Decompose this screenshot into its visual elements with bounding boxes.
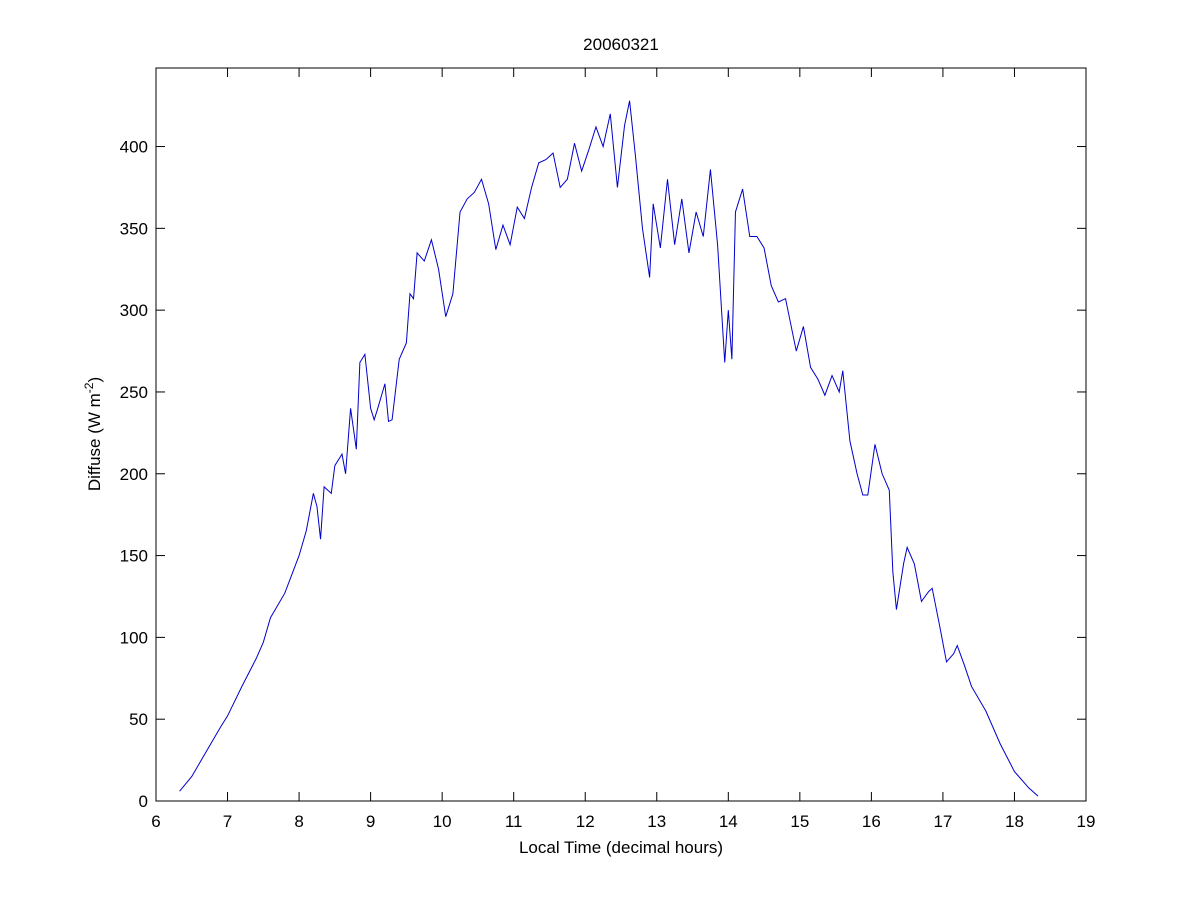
x-tick-label: 7 — [223, 812, 232, 831]
y-tick-label: 350 — [120, 219, 148, 238]
chart-title: 20060321 — [583, 35, 659, 54]
y-label-tail: ) — [85, 377, 104, 383]
x-tick-label: 6 — [151, 812, 160, 831]
y-label-main: Diffuse (W m — [85, 393, 104, 491]
y-tick-label: 50 — [129, 710, 148, 729]
y-tick-label: 100 — [120, 628, 148, 647]
x-tick-label: 9 — [366, 812, 375, 831]
y-tick-label: 0 — [139, 792, 148, 811]
axes-box — [155, 67, 1087, 802]
x-tick-label: 10 — [433, 812, 452, 831]
x-tick-label: 13 — [647, 812, 666, 831]
x-tick-label: 11 — [505, 812, 523, 831]
x-tick-label: 8 — [294, 812, 303, 831]
x-tick-label: 15 — [790, 812, 809, 831]
y-tick-label: 300 — [120, 301, 148, 320]
x-tick-label: 12 — [576, 812, 595, 831]
x-tick-label: 18 — [1005, 812, 1024, 831]
y-label-sup: -2 — [82, 382, 96, 393]
data-line — [179, 100, 1039, 797]
y-axis-label: Diffuse (W m-2) — [82, 377, 104, 491]
y-tick-label: 150 — [120, 547, 148, 566]
x-tick-label: 14 — [719, 812, 738, 831]
y-tick-label: 200 — [120, 465, 148, 484]
y-tick-label: 400 — [120, 138, 148, 157]
y-tick-label: 250 — [120, 383, 148, 402]
x-tick-label: 16 — [862, 812, 881, 831]
x-axis-label: Local Time (decimal hours) — [519, 838, 723, 857]
x-tick-label: 17 — [933, 812, 952, 831]
x-tick-label: 19 — [1077, 812, 1096, 831]
